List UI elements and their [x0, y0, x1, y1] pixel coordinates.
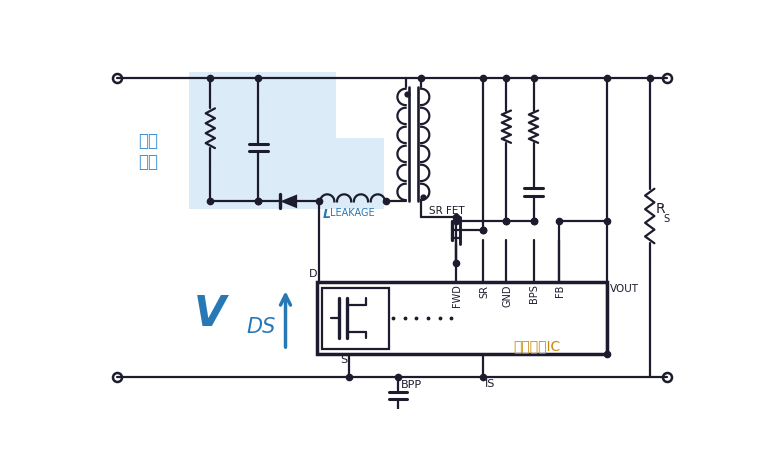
Text: GND: GND [502, 285, 512, 307]
Text: D: D [309, 269, 317, 279]
Text: BPP: BPP [401, 380, 422, 390]
Text: V: V [194, 293, 226, 335]
Text: IS: IS [485, 379, 495, 389]
Polygon shape [189, 72, 384, 209]
Bar [317, 282, 607, 354]
Text: 初级
钳位: 初级 钳位 [138, 132, 158, 171]
Text: VOUT: VOUT [610, 284, 639, 294]
Text: L: L [323, 207, 330, 220]
Text: SR: SR [479, 285, 489, 297]
Text: 次级控制IC: 次级控制IC [514, 339, 561, 353]
Text: LEAKAGE: LEAKAGE [330, 207, 374, 218]
Text: FB: FB [555, 285, 565, 297]
Bar [322, 288, 389, 349]
Text: SR FET: SR FET [429, 206, 464, 216]
Polygon shape [280, 195, 297, 208]
Text: FWD: FWD [452, 285, 462, 308]
Text: BPS: BPS [529, 285, 539, 303]
Text: R: R [656, 202, 666, 216]
Text: DS: DS [247, 317, 276, 337]
Text: S: S [340, 355, 347, 365]
Text: S: S [663, 214, 669, 224]
